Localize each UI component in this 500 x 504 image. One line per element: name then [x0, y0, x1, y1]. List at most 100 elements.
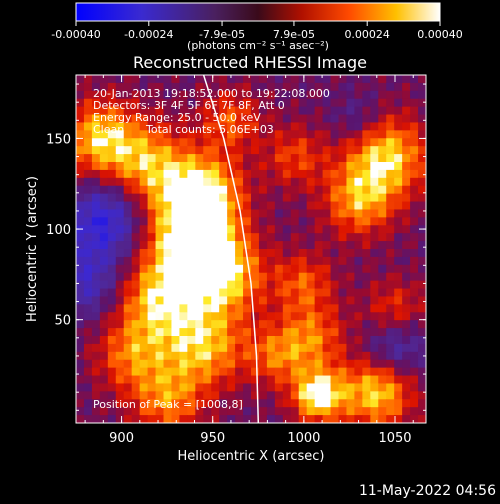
heatmap-cell [274, 288, 284, 298]
heatmap-cell [203, 375, 212, 385]
heatmap-cell [115, 193, 125, 203]
heatmap-cell [354, 312, 363, 321]
heatmap-cell [115, 328, 125, 337]
heatmap-cell [394, 233, 403, 242]
heatmap-cell [410, 106, 419, 116]
heatmap-cell [290, 312, 300, 321]
heatmap-cell [370, 288, 379, 298]
heatmap-cell [346, 367, 355, 377]
heatmap-cell [370, 320, 379, 329]
heatmap-cell [362, 193, 371, 203]
heatmap-cell [306, 209, 316, 218]
heatmap-cell [171, 106, 180, 116]
heatmap-cell [115, 98, 125, 108]
heatmap-cell [354, 241, 363, 250]
heatmap-cell [195, 399, 204, 408]
heatmap-cell [282, 328, 292, 337]
heatmap-cell [179, 217, 188, 226]
heatmap-cell [362, 138, 371, 147]
heatmap-cell [235, 185, 244, 195]
heatmap-cell [298, 407, 308, 416]
heatmap-cell [91, 122, 101, 131]
heatmap-cell [394, 217, 403, 226]
heatmap-cell [298, 106, 308, 116]
heatmap-cell [266, 169, 276, 179]
heatmap-cell [163, 320, 173, 329]
heatmap-cell [235, 114, 244, 124]
heatmap-cell [314, 138, 324, 147]
heatmap-cell [171, 336, 180, 345]
heatmap-cell [322, 217, 332, 226]
heatmap-cell [322, 383, 332, 392]
heatmap-cell [211, 399, 220, 408]
heatmap-cell [330, 280, 340, 290]
heatmap-cell [394, 249, 403, 258]
heatmap-cell [163, 154, 173, 163]
heatmap-cell [394, 106, 403, 116]
heatmap-cell [243, 272, 252, 282]
heatmap-cell [354, 122, 363, 131]
heatmap-cell [386, 328, 395, 337]
heatmap-cell [322, 249, 332, 258]
heatmap-cell [338, 177, 348, 187]
heatmap-cell [107, 280, 117, 290]
heatmap-cell [219, 351, 228, 361]
heatmap-cell [298, 122, 308, 131]
heatmap-cell [131, 351, 141, 361]
heatmap-cell [274, 114, 284, 124]
heatmap-cell [195, 288, 204, 298]
heatmap-cell [338, 343, 348, 353]
heatmap-cell [251, 82, 260, 92]
heatmap-cell [211, 130, 220, 139]
heatmap-cell [163, 399, 173, 408]
heatmap-cell [330, 138, 340, 147]
colorbar [76, 3, 440, 21]
heatmap-cell [298, 90, 308, 100]
heatmap-cell [402, 241, 411, 250]
heatmap-cell [163, 82, 173, 92]
heatmap-cell [147, 288, 157, 298]
heatmap-cell [171, 138, 180, 147]
heatmap-cell [290, 375, 300, 385]
heatmap-cell [163, 185, 173, 195]
heatmap-cell [251, 415, 260, 423]
heatmap-cell [179, 106, 188, 116]
heatmap-cell [402, 256, 411, 266]
heatmap-cell [155, 138, 165, 147]
heatmap-cell [195, 138, 204, 147]
heatmap-cell [394, 256, 403, 266]
heatmap-cell [139, 154, 149, 163]
heatmap-cell [251, 122, 260, 131]
heatmap-cell [306, 351, 316, 361]
heatmap-cell [266, 288, 276, 298]
heatmap-cell [346, 399, 355, 408]
heatmap-cell [338, 320, 348, 329]
heatmap-cell [139, 367, 149, 377]
heatmap-cell [155, 367, 165, 377]
heatmap-cell [107, 225, 117, 234]
heatmap-cell [131, 296, 141, 305]
heatmap-cell [91, 177, 101, 187]
heatmap-cell [314, 130, 324, 139]
heatmap-cell [346, 201, 355, 211]
heatmap-cell [410, 304, 419, 313]
heatmap-cell [394, 177, 403, 187]
heatmap-cell [155, 343, 165, 353]
heatmap-cell [362, 264, 371, 274]
heatmap-cell [266, 177, 276, 187]
heatmap-cell [386, 122, 395, 131]
heatmap-cell [83, 233, 93, 242]
heatmap-cell [235, 280, 244, 290]
heatmap-cell [418, 367, 426, 377]
heatmap-cell [76, 241, 85, 250]
heatmap-cell [139, 407, 149, 416]
heatmap-cell [306, 217, 316, 226]
heatmap-cell [83, 106, 93, 116]
heatmap-cell [211, 407, 220, 416]
heatmap-cell [346, 90, 355, 100]
colorbar-tick-label: -0.00024 [124, 28, 173, 41]
heatmap-cell [123, 312, 133, 321]
heatmap-cell [330, 336, 340, 345]
heatmap-cell [362, 351, 371, 361]
heatmap-cell [258, 90, 268, 100]
